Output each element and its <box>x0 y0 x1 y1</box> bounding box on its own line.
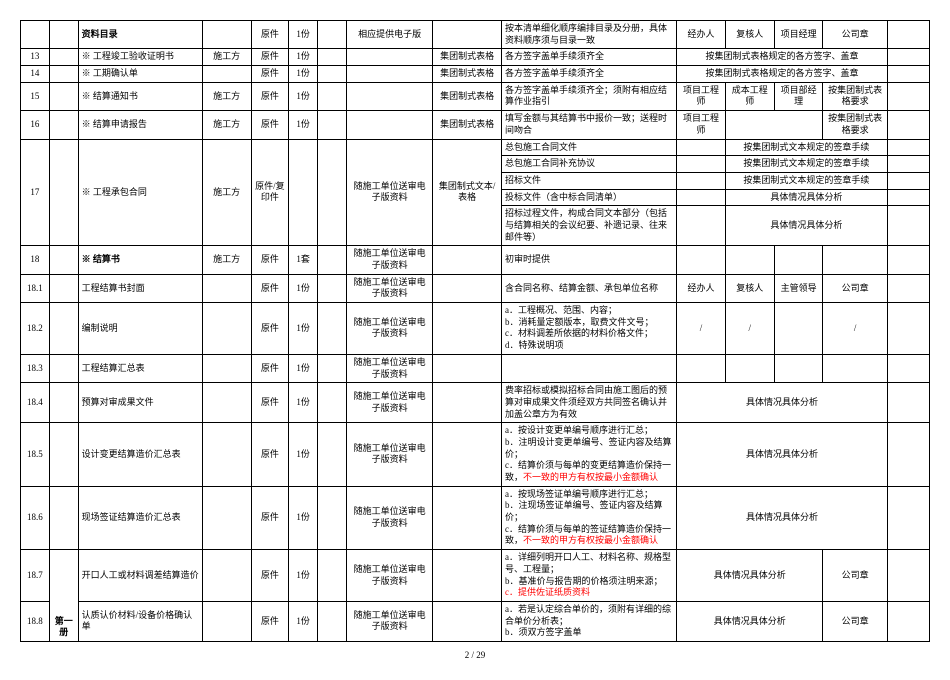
document-page: 资料目录原件1份相应提供电子版按本清单细化顺序编排目录及分册，具体资料顺序须与目… <box>20 20 930 660</box>
col-header-doc: 资料目录 <box>78 21 202 49</box>
page-footer: 2 / 29 <box>20 650 930 660</box>
main-table: 资料目录原件1份相应提供电子版按本清单细化顺序编排目录及分册，具体资料顺序须与目… <box>20 20 930 642</box>
volume-label: 第一册 <box>49 550 78 642</box>
